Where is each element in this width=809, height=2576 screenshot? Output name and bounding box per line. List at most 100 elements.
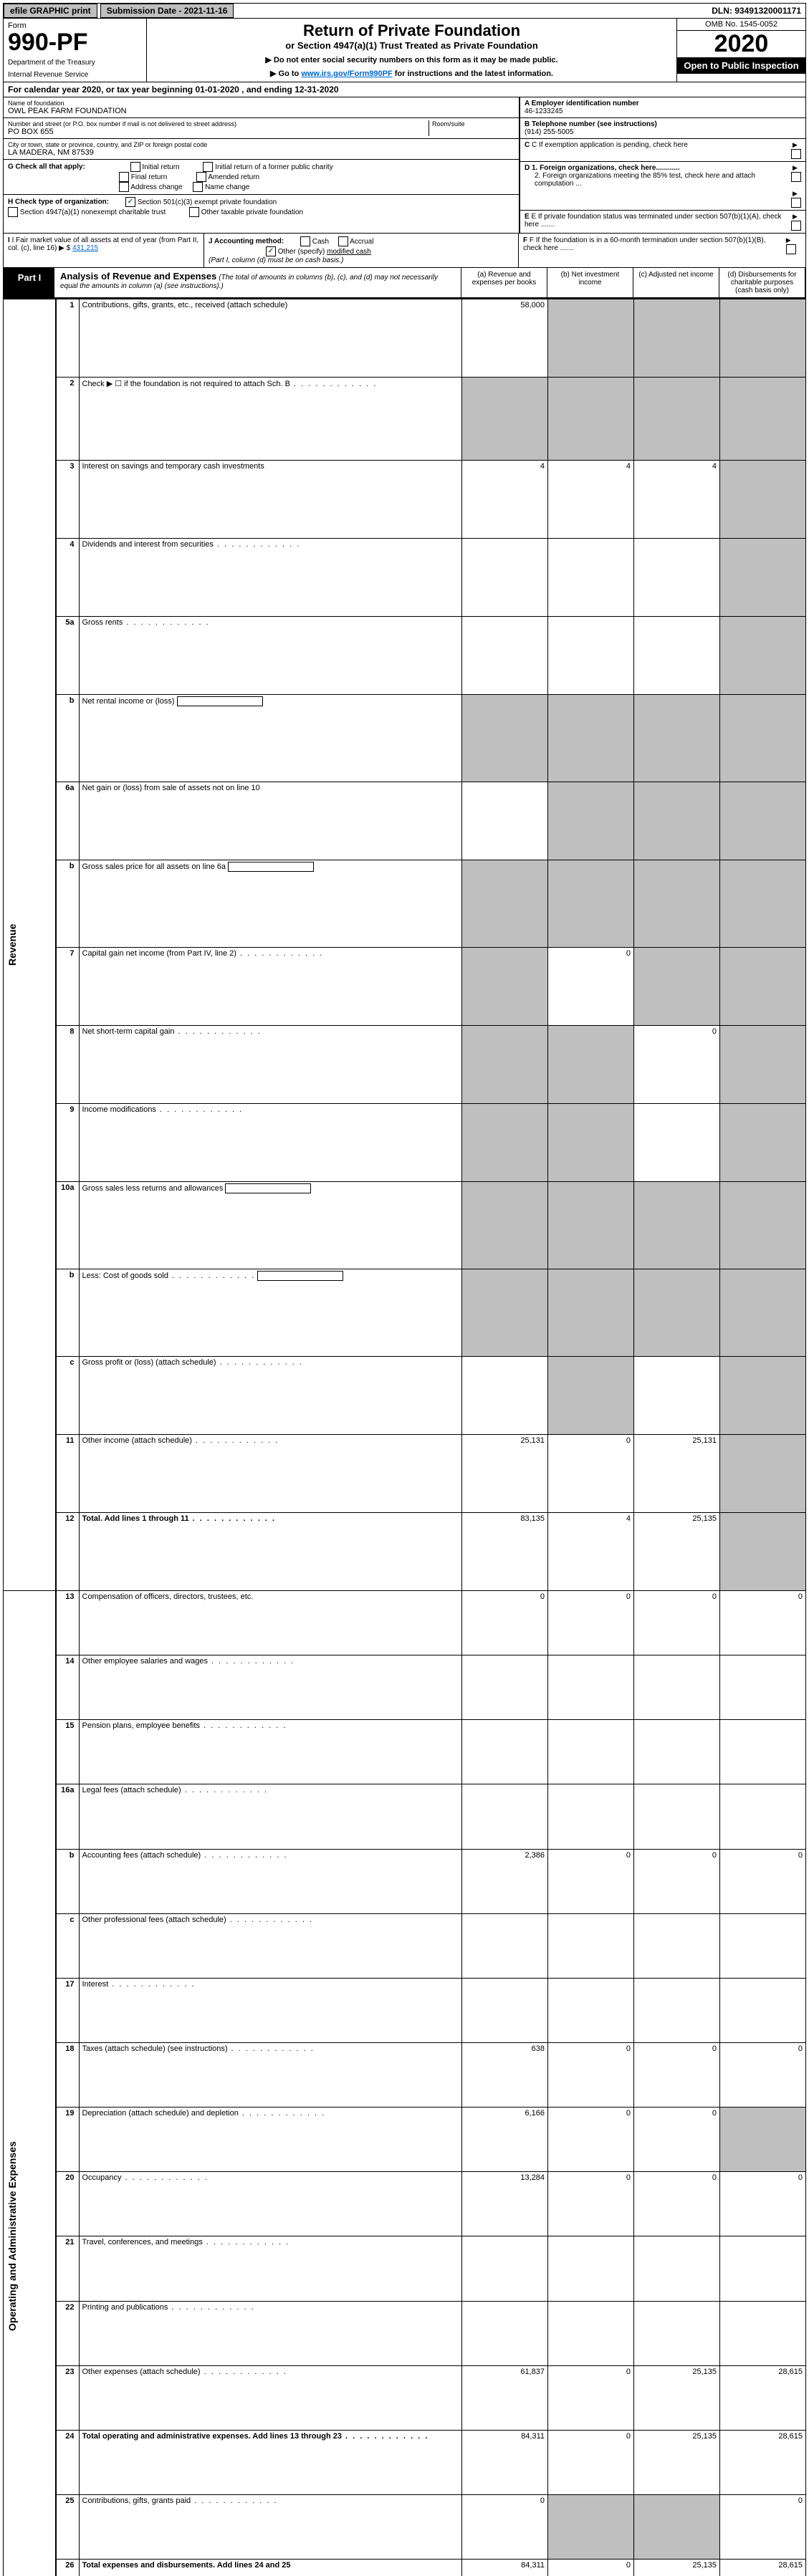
row-number: 12 — [56, 1512, 79, 1590]
row-label: Capital gain net income (from Part IV, l… — [79, 947, 462, 1025]
dln-label: DLN: 93491320001171 — [712, 6, 805, 16]
row-label: Other expenses (attach schedule) — [79, 2365, 462, 2430]
table-row: 9Income modifications — [4, 1103, 806, 1181]
amount-cell-a — [462, 860, 548, 947]
row-label: Accounting fees (attach schedule) — [79, 1849, 462, 1913]
row-label: Gross rents — [79, 616, 462, 694]
amount-cell-a — [462, 1103, 548, 1181]
row-number: c — [56, 1356, 79, 1434]
section-g: G Check all that apply: Initial return I… — [4, 160, 519, 195]
amount-cell-b: 0 — [548, 1591, 634, 1655]
amount-cell-c — [634, 1356, 720, 1434]
part1-tag: Part I — [4, 268, 54, 297]
amount-cell-a — [462, 1720, 548, 1784]
amount-cell-b — [548, 378, 634, 460]
amount-cell-a: 58,000 — [462, 299, 548, 378]
checkbox-accrual[interactable] — [338, 236, 348, 246]
checkbox-other-taxable[interactable] — [189, 207, 199, 217]
amount-cell-c — [634, 616, 720, 694]
amount-cell-b — [548, 1720, 634, 1784]
checkbox-4947a1[interactable] — [8, 207, 18, 217]
amount-cell-b — [548, 1103, 634, 1181]
amount-cell-a — [462, 1025, 548, 1103]
foundation-name-label: Name of foundation — [8, 100, 514, 107]
amount-cell-d: 0 — [720, 2172, 806, 2236]
amount-cell-a: 2,386 — [462, 1849, 548, 1913]
amount-cell-a — [462, 2236, 548, 2301]
amount-cell-b: 0 — [548, 2042, 634, 2107]
amount-cell-c — [634, 860, 720, 947]
amount-cell-b — [548, 1356, 634, 1434]
row-label: Total. Add lines 1 through 11 — [79, 1512, 462, 1590]
form-number: 990-PF — [8, 30, 142, 54]
irs-link[interactable]: www.irs.gov/Form990PF — [301, 69, 392, 78]
col-d-header: (d) Disbursements for charitable purpose… — [719, 268, 805, 297]
checkbox-amended[interactable] — [196, 172, 206, 182]
ein-value: 46-1233245 — [525, 107, 563, 115]
row-number: 15 — [56, 1720, 79, 1784]
table-row: bLess: Cost of goods sold — [4, 1269, 806, 1356]
open-public-badge: Open to Public Inspection — [677, 57, 805, 74]
amount-cell-d — [720, 1181, 806, 1269]
amount-cell-c — [634, 1655, 720, 1720]
amount-cell-c — [634, 2494, 720, 2559]
amount-cell-a — [462, 1978, 548, 2042]
amount-cell-a — [462, 1655, 548, 1720]
city-value: LA MADERA, NM 87539 — [8, 148, 514, 157]
table-row: 5aGross rents — [4, 616, 806, 694]
amount-cell-b: 0 — [548, 1434, 634, 1512]
amount-cell-a: 6,166 — [462, 2108, 548, 2172]
table-row: 22Printing and publications — [4, 2301, 806, 2365]
amount-cell-d — [720, 1512, 806, 1590]
checkbox-d1[interactable] — [791, 172, 801, 182]
checkbox-e[interactable] — [791, 221, 801, 231]
amount-cell-c — [634, 694, 720, 782]
checkbox-cash[interactable] — [300, 236, 310, 246]
checkbox-initial-former[interactable] — [203, 162, 213, 172]
i-value[interactable]: 431,215 — [72, 244, 98, 252]
amount-cell-c: 25,135 — [634, 2365, 720, 2430]
checkbox-initial-return[interactable] — [130, 162, 140, 172]
top-bar: efile GRAPHIC print Submission Date - 20… — [3, 3, 806, 19]
row-label: Income modifications — [79, 1103, 462, 1181]
row-label: Taxes (attach schedule) (see instruction… — [79, 2042, 462, 2107]
section-ij: I I Fair market value of all assets at e… — [3, 234, 806, 268]
table-row: 21Travel, conferences, and meetings — [4, 2236, 806, 2301]
checkbox-c[interactable] — [791, 149, 801, 159]
amount-cell-d — [720, 1434, 806, 1512]
row-number: 17 — [56, 1978, 79, 2042]
row-number: 1 — [56, 299, 79, 378]
amount-cell-c — [634, 1720, 720, 1784]
amount-cell-b: 0 — [548, 1849, 634, 1913]
efile-button[interactable]: efile GRAPHIC print — [4, 4, 97, 18]
row-number: b — [56, 1269, 79, 1356]
checkbox-address-change[interactable] — [119, 182, 129, 192]
checkbox-name-change[interactable] — [193, 182, 203, 192]
checkbox-d2[interactable] — [791, 198, 801, 208]
ein-label: A Employer identification number — [525, 100, 639, 107]
row-number: 24 — [56, 2430, 79, 2494]
amount-cell-b: 0 — [548, 947, 634, 1025]
amount-cell-a: 0 — [462, 1591, 548, 1655]
row-label: Gross sales price for all assets on line… — [79, 860, 462, 947]
checkbox-other-method[interactable] — [266, 246, 276, 256]
table-row: 6aNet gain or (loss) from sale of assets… — [4, 782, 806, 860]
checkbox-501c3[interactable] — [125, 197, 135, 207]
checkbox-f[interactable] — [786, 244, 796, 254]
amount-cell-c — [634, 378, 720, 460]
form-note-link: ▶ Go to www.irs.gov/Form990PF for instru… — [154, 69, 669, 78]
table-row: 15Pension plans, employee benefits — [4, 1720, 806, 1784]
amount-cell-b — [548, 616, 634, 694]
amount-cell-a — [462, 782, 548, 860]
row-label: Dividends and interest from securities — [79, 538, 462, 616]
table-row: 7Capital gain net income (from Part IV, … — [4, 947, 806, 1025]
amount-cell-c — [634, 1913, 720, 1978]
checkbox-final-return[interactable] — [119, 172, 129, 182]
amount-cell-c: 0 — [634, 2108, 720, 2172]
row-number: b — [56, 860, 79, 947]
table-row: 2Check ▶ ☐ if the foundation is not requ… — [4, 378, 806, 460]
row-label: Depreciation (attach schedule) and deple… — [79, 2108, 462, 2172]
amount-cell-a — [462, 1181, 548, 1269]
amount-cell-d — [720, 860, 806, 947]
calendar-year-row: For calendar year 2020, or tax year begi… — [3, 82, 806, 97]
